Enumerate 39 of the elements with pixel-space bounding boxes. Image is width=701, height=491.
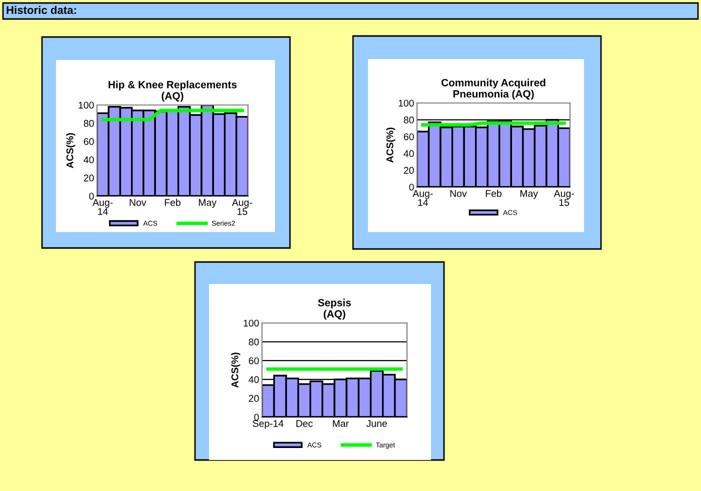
y-tick-label: 0 <box>254 414 259 421</box>
y-tick-label: 60 <box>84 138 94 146</box>
x-tick-label: Feb <box>164 198 180 206</box>
y-tick-label: 60 <box>404 133 414 140</box>
x-tick-label: Nov <box>130 199 146 206</box>
x-tick-label: Aug- 14 <box>412 190 433 206</box>
x-tick-label: Aug- 15 <box>554 190 574 206</box>
x-tick-label: Dec <box>296 420 313 427</box>
x-tick-label: June <box>366 420 387 427</box>
x-tick-label: Feb <box>486 190 502 197</box>
y-axis-title: ACS(%) <box>66 133 76 168</box>
x-tick-label: Sep-14 <box>252 420 284 429</box>
text: Historic data: <box>6 6 76 14</box>
y-axis-title: ACS(%) <box>231 352 240 388</box>
y-tick-label: 40 <box>84 156 94 164</box>
y-tick-label: 80 <box>84 120 94 127</box>
x-tick-label: Mar <box>332 420 349 427</box>
x-tick-label: Nov <box>450 190 467 197</box>
chart-title: Community Acquired Pneumonia (AQ) <box>441 78 546 100</box>
y-tick-label: 100 <box>244 320 259 327</box>
x-tick-label: Aug- 14 <box>92 199 113 215</box>
y-tick-label: 80 <box>248 338 259 346</box>
y-tick-label: 60 <box>248 357 259 364</box>
y-tick-label: 80 <box>404 116 414 124</box>
chart-title: Sepsis (AQ) <box>318 298 351 320</box>
x-tick-label: May <box>520 190 538 199</box>
y-tick-label: 20 <box>248 394 259 402</box>
chart-title: Hip & Knee Replacements (AQ) <box>108 80 237 102</box>
y-tick-label: 40 <box>248 376 259 384</box>
y-tick-label: 20 <box>84 174 94 182</box>
y-tick-label: 100 <box>78 102 94 109</box>
x-tick-label: May <box>198 199 217 208</box>
y-tick-label: 40 <box>404 150 414 158</box>
y-tick-label: 0 <box>89 192 94 200</box>
x-tick-label: Aug- 15 <box>232 199 252 215</box>
y-tick-label: 100 <box>398 100 414 107</box>
y-tick-label: 0 <box>409 184 414 191</box>
y-tick-label: 20 <box>404 166 414 174</box>
y-axis-title: ACS(%) <box>386 128 396 163</box>
